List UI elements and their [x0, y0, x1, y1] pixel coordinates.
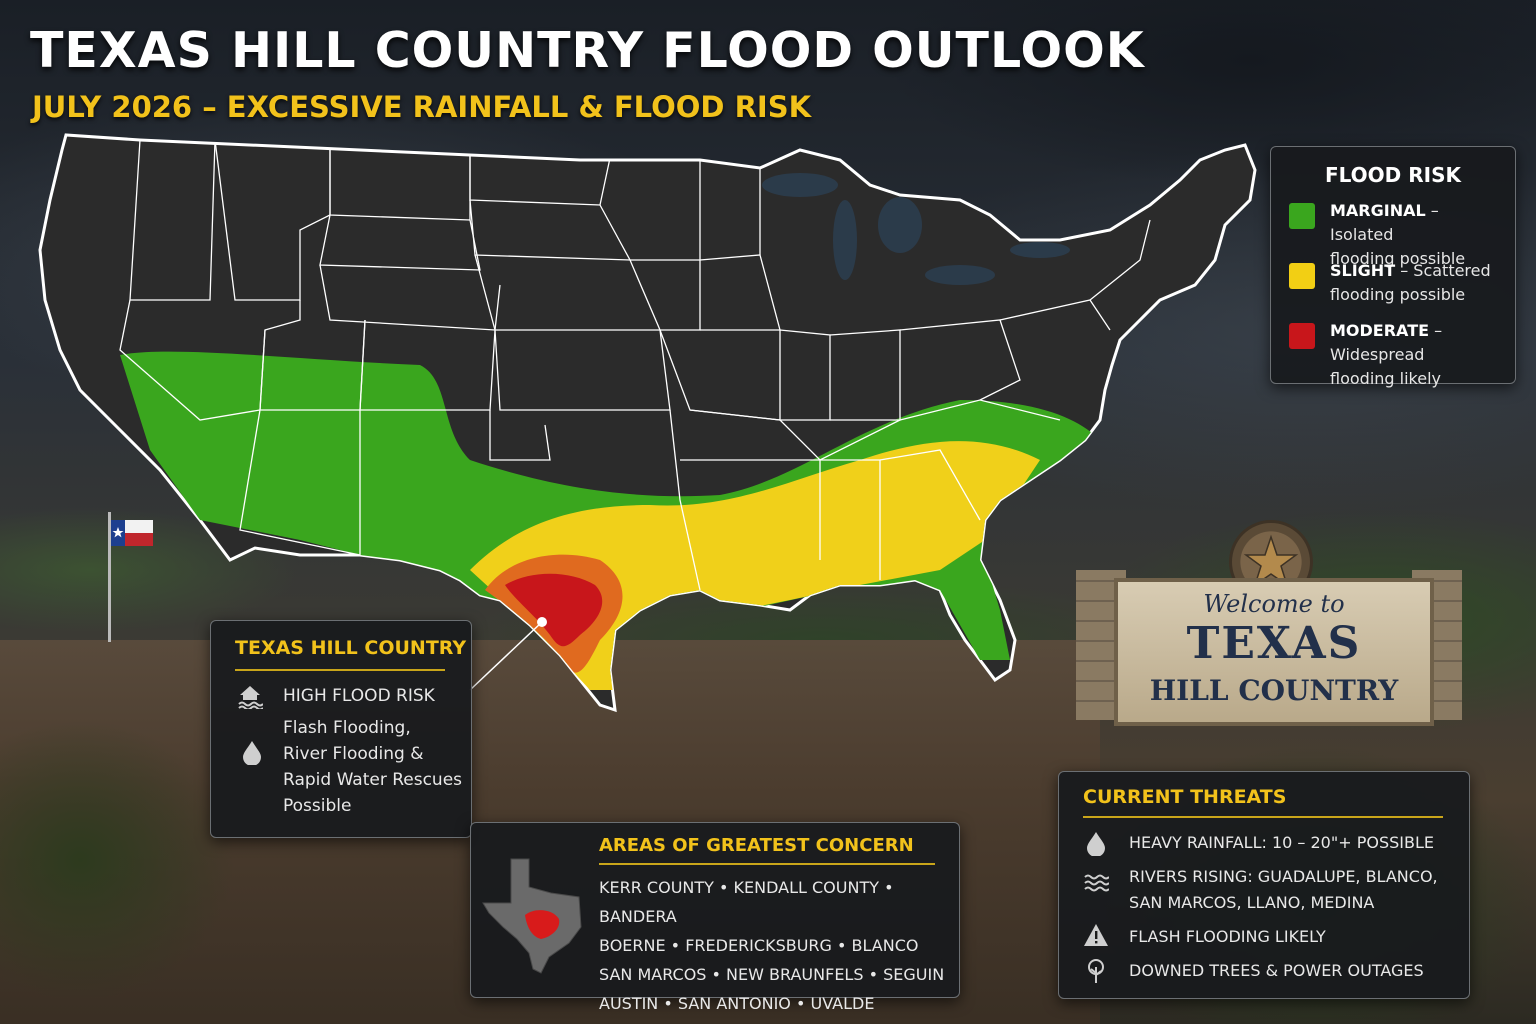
slight-risk-zone [470, 441, 1040, 690]
threat-heavy-rainfall: HEAVY RAINFALL: 10 – 20"+ POSSIBLE [1129, 833, 1434, 852]
legend-desc: – Isolated [1330, 201, 1439, 244]
legend-title: FLOOD RISK [1324, 163, 1461, 187]
house-flood-icon [238, 686, 263, 709]
legend-level: MODERATE [1330, 321, 1430, 340]
state-borders [119, 139, 1151, 591]
sign-line-3: HILL COUNTRY [1149, 674, 1399, 707]
concern-list: KERR COUNTY • KENDALL COUNTY • BANDERA B… [599, 873, 959, 1018]
hill-country-panel: TEXAS HILL COUNTRY HIGH FLOOD RISK Flash… [210, 620, 472, 838]
threat-rivers-rising: RIVERS RISING: GUADALUPE, BLANCO, SAN MA… [1129, 864, 1438, 916]
concern-line: KERR COUNTY • KENDALL COUNTY • BANDERA [599, 878, 894, 926]
great-lakes [762, 173, 1070, 285]
warning-triangle-icon [1084, 924, 1108, 946]
welcome-sign: Welcome to TEXAS HILL COUNTRY [1076, 520, 1462, 726]
high-flood-risk-text: HIGH FLOOD RISK [283, 686, 435, 706]
concern-title: AREAS OF GREATEST CONCERN [599, 835, 914, 856]
page-subtitle: JULY 2026 – EXCESSIVE RAINFALL & FLOOD R… [32, 90, 812, 124]
title-rule [235, 669, 445, 671]
waves-icon [1084, 874, 1109, 892]
sign-line-2: TEXAS [1186, 618, 1362, 669]
marginal-swatch [1289, 203, 1315, 229]
threat-downed-trees: DOWNED TREES & POWER OUTAGES [1129, 961, 1424, 980]
sign-line-1: Welcome to [1203, 590, 1345, 618]
flood-risk-legend: FLOOD RISK MARGINAL – Isolated flooding p… [1270, 146, 1516, 388]
legend-level: SLIGHT [1330, 261, 1396, 280]
legend-desc-2: flooding possible [1330, 285, 1466, 304]
texas-outline-icon [482, 858, 582, 974]
legend-item-marginal: MARGINAL – Isolated flooding possible [1289, 199, 1504, 268]
tree-icon [1088, 959, 1104, 983]
page-title: TEXAS HILL COUNTRY FLOOD OUTLOOK [30, 22, 1145, 79]
legend-desc: – Widespread [1330, 321, 1443, 364]
detail-line: Possible [283, 796, 352, 816]
threat-line: SAN MARCOS, LLANO, MEDINA [1129, 893, 1375, 912]
moderate-swatch [1289, 323, 1315, 349]
legend-desc: – Scattered [1395, 261, 1491, 280]
threats-title: CURRENT THREATS [1083, 786, 1287, 808]
pointer-line [469, 621, 543, 691]
texas-flag-icon [108, 512, 153, 642]
concern-line: BOERNE • FREDERICKSBURG • BLANCO [599, 936, 919, 955]
legend-level: MARGINAL [1330, 201, 1426, 220]
pointer-dot [537, 617, 547, 627]
legend-item-moderate: MODERATE – Widespread flooding likely [1289, 319, 1504, 388]
threat-line: RIVERS RISING: GUADALUPE, BLANCO, [1129, 867, 1438, 886]
detail-line: Rapid Water Rescues [283, 770, 463, 790]
detail-line: River Flooding & [283, 744, 424, 764]
water-drop-icon [1087, 832, 1105, 856]
sign-board: Welcome to TEXAS HILL COUNTRY [1114, 578, 1434, 726]
hill-country-title: TEXAS HILL COUNTRY [235, 637, 467, 659]
water-drop-icon [243, 741, 261, 765]
legend-desc-2: flooding likely [1330, 369, 1441, 388]
risk-zones [120, 351, 1100, 690]
current-threats-panel: CURRENT THREATS HEAVY RAINFALL: 10 – 20"… [1058, 771, 1470, 999]
title-rule [1083, 816, 1443, 818]
hill-country-detail: Flash Flooding, River Flooding & Rapid W… [283, 715, 462, 819]
legend-desc-2: flooding possible [1330, 249, 1466, 268]
detail-line: Flash Flooding, [283, 718, 411, 738]
title-rule [599, 863, 935, 865]
moderate-risk-zone [505, 573, 603, 647]
concern-line: SAN MARCOS • NEW BRAUNFELS • SEGUIN [599, 965, 945, 984]
legend-item-slight: SLIGHT – Scattered flooding possible [1289, 259, 1504, 311]
areas-of-concern-panel: AREAS OF GREATEST CONCERN KERR COUNTY • … [470, 822, 960, 1013]
slight-swatch [1289, 263, 1315, 289]
threat-flash-flooding: FLASH FLOODING LIKELY [1129, 927, 1326, 946]
concern-line: AUSTIN • SAN ANTONIO • UVALDE [599, 994, 875, 1013]
